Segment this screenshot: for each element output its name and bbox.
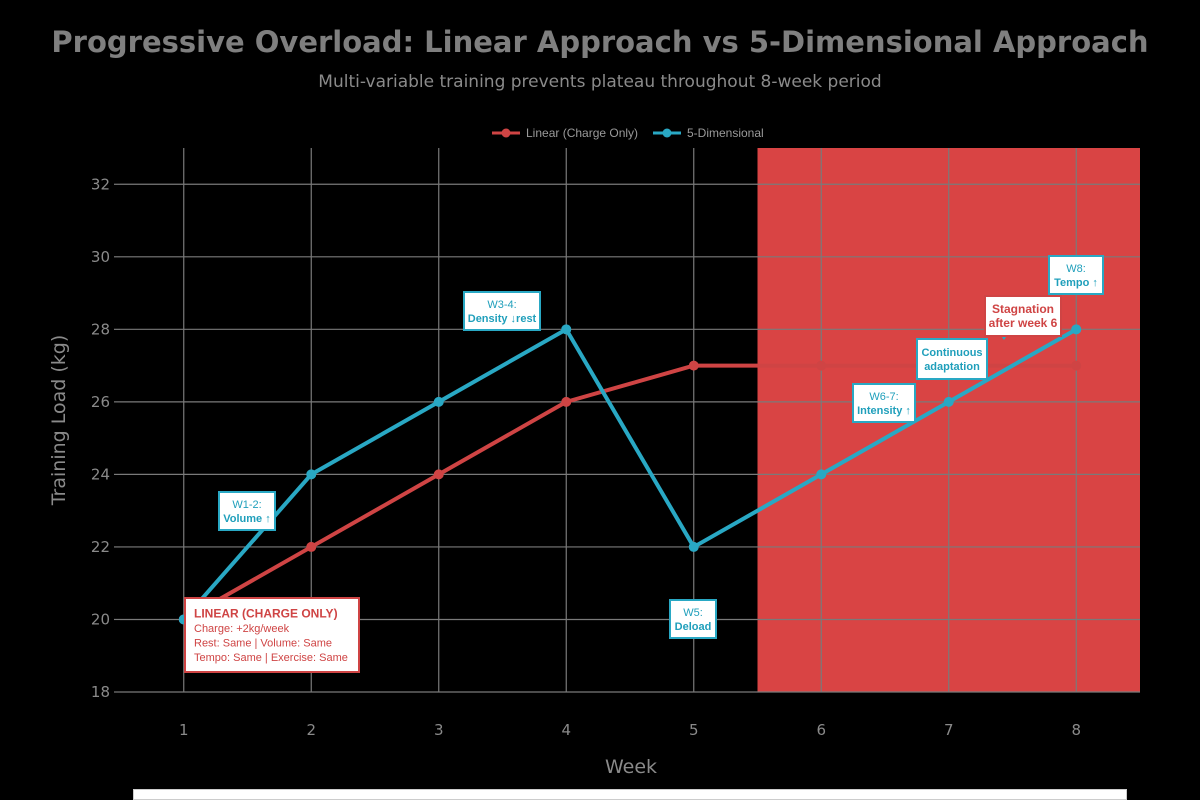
annotation-continuous-adaptation-box (916, 338, 988, 380)
annotation-linear-details-line: LINEAR (CHARGE ONLY) (194, 606, 338, 620)
annotation-w5-line: Deload (675, 621, 712, 633)
annotation-w5-box (669, 599, 717, 639)
point-5d (561, 324, 572, 335)
annotation-w3-4-line: Density ↓rest (468, 313, 537, 325)
x-tick-label: 3 (434, 721, 444, 739)
legend-label-linear: Linear (Charge Only) (526, 126, 638, 140)
x-tick-label: 8 (1071, 721, 1081, 739)
chart-title: Progressive Overload: Linear Approach vs… (51, 25, 1148, 59)
annotation-w6-7-line: Intensity ↑ (857, 405, 911, 417)
y-tick-label: 20 (91, 610, 110, 628)
point-linear (306, 541, 317, 552)
point-linear (561, 396, 572, 407)
annotation-w8: W8: Tempo ↑ (1048, 255, 1104, 295)
annotation-continuous-adaptation-line: adaptation (924, 361, 980, 373)
annotation-w8-line: Tempo ↑ (1054, 277, 1098, 289)
x-tick-label: 7 (944, 721, 954, 739)
y-tick-label: 30 (91, 248, 110, 266)
annotation-w1-2-box (218, 491, 276, 531)
point-5d (943, 396, 954, 407)
annotation-continuous-adaptation-line: Continuous (921, 347, 982, 359)
annotation-w5: W5: Deload (669, 599, 717, 639)
y-axis-title: Training Load (kg) (48, 335, 70, 507)
y-tick-label: 24 (91, 465, 110, 483)
annotation-layer: W1-2: Volume ↑ W3-4: Density ↓rest W5: Deload… (184, 255, 1104, 673)
chart-subtitle: Multi-variable training prevents plateau… (318, 72, 881, 92)
x-tick-label: 1 (179, 721, 189, 739)
point-5d (816, 469, 827, 480)
annotation-w1-2: W1-2: Volume ↑ (218, 491, 276, 531)
legend: Linear (Charge Only) 5-Dimensional (492, 126, 764, 140)
point-5d (1071, 324, 1082, 335)
point-linear (688, 360, 699, 371)
legend-marker-linear (501, 128, 511, 138)
annotation-stagnation-line: after week 6 (989, 316, 1058, 330)
annotation-w1-2-line: Volume ↑ (223, 513, 270, 525)
annotation-w3-4: W3-4: Density ↓rest (463, 291, 541, 331)
annotation-w6-7-box (852, 383, 916, 423)
annotation-w8-box (1048, 255, 1104, 295)
legend-marker-5d (662, 128, 672, 138)
annotation-linear-details-line: Rest: Same | Volume: Same (194, 637, 332, 649)
x-tick-label: 6 (816, 721, 826, 739)
grid-layer (114, 148, 1140, 693)
x-axis-title: Week (605, 756, 657, 778)
point-5d (688, 541, 699, 552)
annotation-w5-line: W5: (683, 607, 703, 619)
tick-label-layer: 1 2 3 4 5 6 7 8 18 20 22 24 26 28 30 32 (91, 175, 1081, 739)
y-tick-label: 18 (91, 683, 110, 701)
point-linear (433, 469, 444, 480)
annotation-linear-details-line: Charge: +2kg/week (194, 623, 290, 635)
point-linear (1071, 360, 1082, 371)
point-linear (816, 360, 827, 371)
point-5d (433, 396, 444, 407)
y-tick-label: 32 (91, 175, 110, 193)
annotation-w3-4-line: W3-4: (487, 299, 516, 311)
x-tick-label: 5 (689, 721, 699, 739)
data-table-strip (133, 789, 1127, 800)
y-tick-label: 26 (91, 393, 110, 411)
annotation-linear-details-line: Tempo: Same | Exercise: Same (194, 652, 348, 664)
annotation-stagnation-line: Stagnation (992, 302, 1054, 316)
annotation-stagnation-box (984, 295, 1062, 337)
annotation-continuous-adaptation: Continuous adaptation (916, 338, 988, 380)
series-line-5d (181, 327, 1079, 622)
y-tick-label: 22 (91, 538, 110, 556)
annotation-w6-7-line: W6-7: (869, 391, 898, 403)
annotation-w8-line: W8: (1066, 263, 1086, 275)
annotation-w6-7: W6-7: Intensity ↑ (852, 383, 916, 423)
x-tick-label: 2 (306, 721, 316, 739)
x-tick-label: 4 (561, 721, 571, 739)
annotation-linear-details: LINEAR (CHARGE ONLY) Charge: +2kg/week Res… (184, 597, 360, 673)
annotation-w3-4-box (463, 291, 541, 331)
point-5d (306, 469, 317, 480)
annotation-linear-details-box (184, 597, 360, 673)
legend-label-5d: 5-Dimensional (687, 126, 764, 140)
annotation-w1-2-line: W1-2: (232, 499, 261, 511)
y-tick-label: 28 (91, 320, 110, 338)
